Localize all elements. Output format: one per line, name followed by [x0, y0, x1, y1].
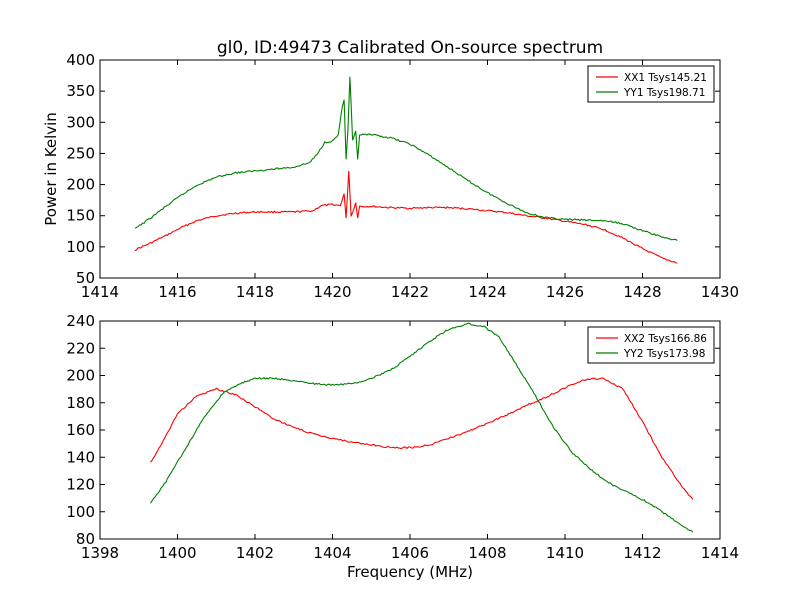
legend-label: XX1 Tsys145.21	[624, 72, 707, 84]
upper-spectrum-panel: 1414 1416 1418 1420 1422 1424 1426 1428 1430 50 10…	[42, 51, 739, 301]
y-tick-label: 180	[66, 394, 95, 412]
lower-spectrum-panel: 1398 1400 1402 1404 1406 1408 1410 1412 1414 80 10…	[66, 312, 739, 581]
x-axis-label: Frequency (MHz)	[347, 563, 473, 581]
x-tick-label: 1408	[468, 544, 506, 562]
y-axis-label: Power in Kelvin	[42, 112, 60, 226]
y-tick-label: 220	[66, 339, 95, 357]
x-tick-label: 1414	[701, 544, 739, 562]
x-tick-label: 1422	[391, 283, 429, 301]
y-tick-label: 240	[66, 312, 95, 330]
x-tick-label: 1430	[701, 283, 739, 301]
x-tick-label: 1414	[81, 283, 119, 301]
legend: XX1 Tsys145.21 YY1 Tsys198.71	[587, 65, 715, 103]
x-tick-label: 1426	[546, 283, 584, 301]
x-tick-label: 1418	[236, 283, 274, 301]
y-tick-label: 200	[66, 367, 95, 385]
x-tick-label: 1402	[236, 544, 274, 562]
x-tick-label: 1410	[546, 544, 584, 562]
x-tick-label: 1398	[81, 544, 119, 562]
y-tick-label: 50	[76, 269, 95, 287]
y-tick-label: 100	[66, 503, 95, 521]
series-line-yy-1	[134, 76, 678, 242]
x-tick-label: 1416	[158, 283, 196, 301]
y-tick-label: 120	[66, 476, 95, 494]
y-tick-label: 160	[66, 421, 95, 439]
legend-box	[587, 326, 715, 364]
x-tick-label: 1404	[313, 544, 351, 562]
series-line-xx-2	[149, 377, 694, 500]
y-tick-label: 200	[66, 176, 95, 194]
x-tick-label: 1412	[623, 544, 661, 562]
y-tick-label: 80	[76, 530, 95, 548]
legend-label: YY1 Tsys198.71	[623, 87, 705, 99]
y-tick-label: 400	[66, 51, 95, 69]
y-tick-label: 350	[66, 82, 95, 100]
legend: XX2 Tsys166.86 YY2 Tsys173.98	[587, 326, 715, 364]
legend-box	[587, 65, 715, 103]
legend-label: YY2 Tsys173.98	[623, 348, 705, 360]
series-line-yy-2	[149, 322, 694, 533]
x-tick-label: 1406	[391, 544, 429, 562]
series-line-xx-1	[134, 170, 678, 264]
x-tick-label: 1420	[313, 283, 351, 301]
figure-title: gl0, ID:49473 Calibrated On-source spect…	[217, 38, 603, 58]
y-tick-label: 150	[66, 207, 95, 225]
x-tick-label: 1424	[468, 283, 506, 301]
y-tick-label: 250	[66, 144, 95, 162]
x-tick-label: 1428	[623, 283, 661, 301]
legend-label: XX2 Tsys166.86	[624, 333, 707, 345]
y-tick-label: 100	[66, 238, 95, 256]
x-tick-label: 1400	[158, 544, 196, 562]
y-tick-label: 300	[66, 113, 95, 131]
y-tick-label: 140	[66, 448, 95, 466]
